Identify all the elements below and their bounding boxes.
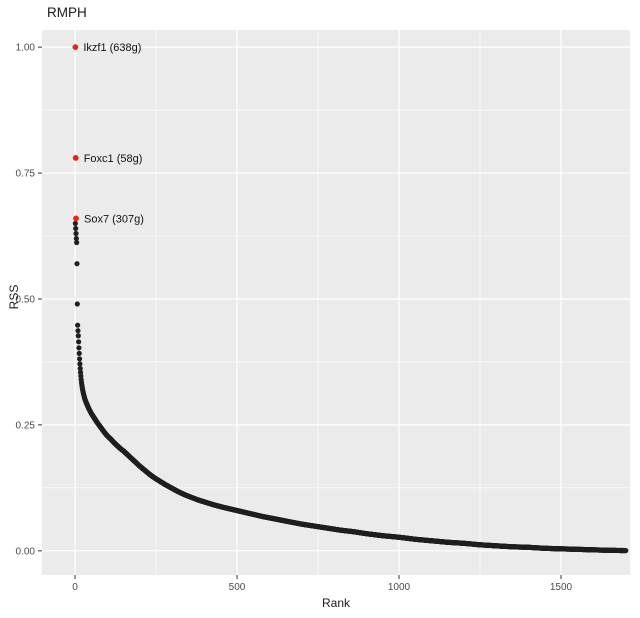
x-axis-title: Rank <box>321 596 350 610</box>
y-axis-title: RSS <box>7 284 21 310</box>
scatter-point <box>74 261 80 267</box>
y-tick-label: 0.50 <box>16 294 36 305</box>
highlight-point <box>72 155 79 161</box>
scatter-point <box>77 365 83 372</box>
scatter-point <box>77 361 83 367</box>
x-tick-label: 500 <box>229 582 246 593</box>
scatter-point <box>75 333 81 339</box>
scatter-point <box>74 301 80 307</box>
point-label: Foxc1 (58g) <box>84 153 143 165</box>
x-tick-label: 0 <box>72 582 78 593</box>
scatter-point <box>74 239 80 246</box>
chart-title: RMPH <box>47 5 87 20</box>
y-tick-label: 0.00 <box>16 546 36 557</box>
scatter-point <box>76 345 82 351</box>
point-label: Ikzf1 (638g) <box>83 42 141 54</box>
scatter-point <box>73 225 79 232</box>
panel-background <box>42 30 630 575</box>
point-label: Sox7 (307g) <box>84 213 144 225</box>
scatter-point <box>76 339 82 345</box>
scatter-point <box>76 356 83 362</box>
highlight-point <box>73 215 79 222</box>
x-tick-label: 1000 <box>388 582 411 593</box>
scatter-point <box>75 328 81 334</box>
scatter-point <box>76 350 82 356</box>
scatter-point <box>623 547 629 554</box>
scatter-point <box>75 322 81 328</box>
y-tick-label: 1.00 <box>16 43 36 54</box>
x-tick-label: 1500 <box>550 582 573 593</box>
scatter-point <box>73 230 79 237</box>
highlight-point <box>72 44 79 51</box>
scatter-point <box>73 235 79 242</box>
y-tick-label: 0.25 <box>16 420 36 431</box>
scatter-point <box>72 220 78 227</box>
y-tick-label: 0.75 <box>16 169 36 180</box>
